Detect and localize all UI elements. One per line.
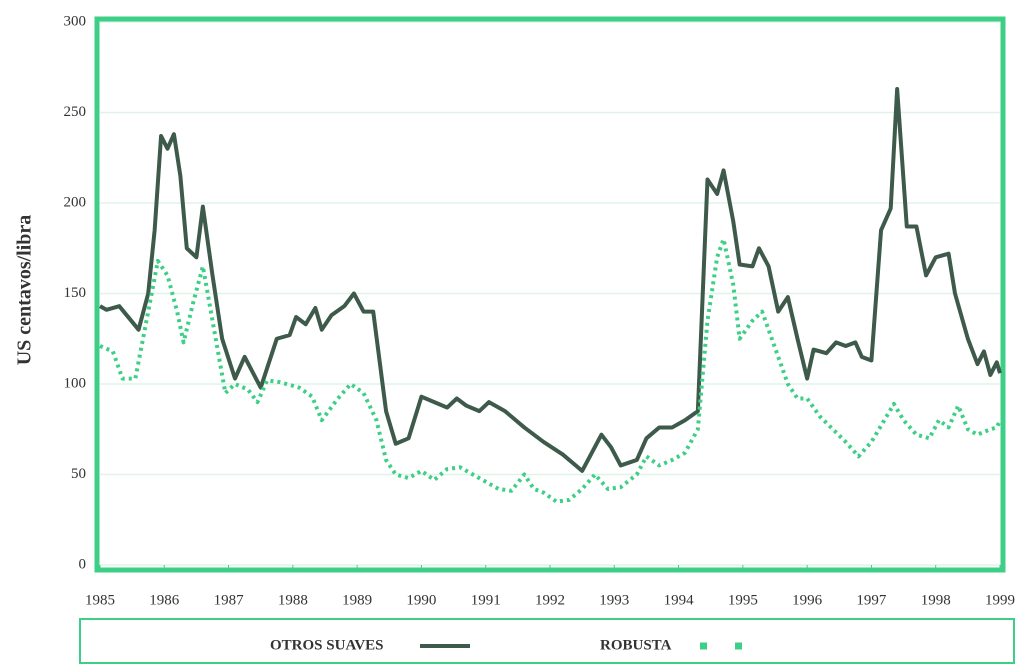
x-tick-label: 1998 xyxy=(921,592,951,608)
x-tick-label: 1987 xyxy=(214,592,245,608)
x-tick-label: 1986 xyxy=(149,592,180,608)
x-tick-label: 1991 xyxy=(471,592,501,608)
series-line xyxy=(99,237,1002,504)
x-tick-label: 1985 xyxy=(85,592,115,608)
y-tick-label: 150 xyxy=(64,285,87,301)
y-tick-label: 0 xyxy=(79,556,87,572)
y-tick-label: 50 xyxy=(71,466,86,482)
x-tick-label: 1992 xyxy=(535,592,565,608)
y-tick-label: 300 xyxy=(64,13,87,29)
y-tick-label: 100 xyxy=(64,375,87,391)
plot-frame xyxy=(94,16,1006,573)
series-line xyxy=(99,86,1002,473)
y-tick-label: 250 xyxy=(64,104,87,120)
legend-label: OTROS SUAVES xyxy=(270,637,384,653)
legend-box xyxy=(79,618,1015,664)
x-tick-label: 1996 xyxy=(792,592,823,608)
x-tick-label: 1999 xyxy=(985,592,1015,608)
y-tick-label: 200 xyxy=(64,194,87,210)
x-tick-label: 1988 xyxy=(278,592,308,608)
x-tick-label: 1994 xyxy=(664,592,695,608)
x-tick-label: 1997 xyxy=(856,592,887,608)
x-tick-label: 1993 xyxy=(599,592,629,608)
y-axis-label: US centavos/libra xyxy=(14,215,36,366)
x-tick-label: 1990 xyxy=(406,592,436,608)
x-tick-label: 1989 xyxy=(342,592,372,608)
legend-label: ROBUSTA xyxy=(600,637,672,653)
x-tick-label: 1995 xyxy=(728,592,758,608)
